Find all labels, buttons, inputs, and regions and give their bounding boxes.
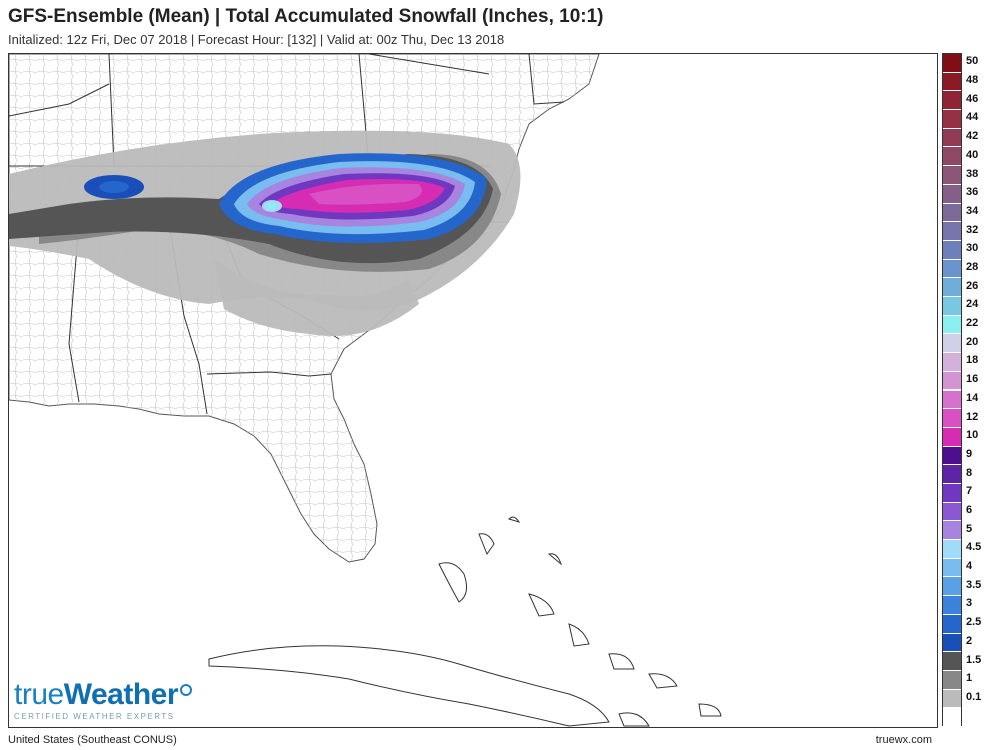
legend-value: 40 (966, 148, 979, 161)
legend-swatch (943, 558, 961, 578)
legend-swatch (943, 54, 961, 73)
legend-swatch (943, 502, 961, 522)
legend-value: 8 (966, 466, 973, 479)
legend-value: 9 (966, 447, 973, 460)
legend-swatch (943, 147, 961, 167)
site-link[interactable]: truewx.com (875, 734, 932, 746)
legend-swatch (943, 353, 961, 372)
legend-swatch (943, 203, 961, 223)
legend-value: 3 (966, 597, 973, 610)
logo-brand: Weather (63, 678, 179, 711)
legend-value: 42 (966, 130, 979, 143)
trueweather-logo: trueWeather CERTIFIED WEATHER EXPERTS (14, 678, 193, 721)
legend-value: 1.5 (966, 653, 982, 666)
legend-value: 38 (966, 167, 979, 180)
legend-value: 6 (966, 504, 973, 516)
legend-value: 18 (966, 354, 979, 367)
legend-swatch (943, 670, 961, 690)
legend-swatch (943, 371, 961, 391)
legend-value: 34 (966, 204, 979, 217)
legend-swatch (943, 278, 961, 298)
snowfall-map[interactable] (8, 53, 938, 728)
legend-swatch (943, 633, 961, 653)
legend-value: 4.5 (966, 541, 982, 554)
legend-swatch (943, 521, 961, 541)
legend-swatch (943, 72, 961, 92)
map-canvas (9, 54, 722, 727)
legend-value: 1 (966, 672, 973, 685)
legend-swatch (943, 708, 961, 727)
legend-swatch (943, 110, 961, 129)
legend-swatch (943, 446, 961, 466)
legend-swatch (943, 259, 961, 279)
legend-swatch (943, 427, 961, 447)
legend-value: 0.1 (966, 690, 982, 703)
legend-value: 28 (966, 260, 979, 273)
legend-swatch (943, 540, 961, 559)
legend-value: 26 (966, 279, 979, 292)
region-label: United States (Southeast CONUS) (8, 734, 177, 746)
legend-value: 10 (966, 429, 979, 442)
legend-value: 46 (966, 92, 979, 105)
legend-swatch (943, 222, 961, 241)
legend-swatch (943, 614, 961, 634)
map-title: GFS-Ensemble (Mean) | Total Accumulated … (8, 6, 604, 27)
legend-value: 7 (966, 485, 973, 498)
legend-value: 30 (966, 242, 979, 255)
legend-value: 3.5 (966, 578, 982, 591)
legend-value: 14 (966, 391, 979, 404)
legend-value: 5 (966, 522, 973, 535)
legend-value: 2.5 (966, 616, 982, 629)
legend-value: 32 (966, 223, 979, 236)
map-subtitle: Initalized: 12z Fri, Dec 07 2018 | Forec… (8, 32, 505, 47)
legend-swatch (943, 483, 961, 503)
legend-swatch (943, 596, 961, 615)
logo-prefix: true (14, 678, 64, 711)
legend-value: 16 (966, 373, 979, 386)
legend-swatch (943, 652, 961, 671)
legend-value: 50 (966, 55, 979, 68)
legend-value: 4 (966, 560, 973, 573)
legend-swatch (943, 297, 961, 316)
legend-swatch (943, 315, 961, 335)
snowfall-legend-bar (942, 53, 962, 727)
legend-swatch (943, 390, 961, 410)
legend-value: 12 (966, 410, 979, 423)
legend-swatch (943, 465, 961, 484)
legend-swatch (943, 334, 961, 354)
legend-swatch (943, 577, 961, 597)
snowfall-shading (9, 130, 521, 336)
legend-value: 24 (966, 298, 979, 311)
legend-swatch (943, 91, 961, 111)
legend-swatch (943, 689, 961, 709)
legend-value: 44 (966, 111, 979, 124)
logo-tagline: CERTIFIED WEATHER EXPERTS (14, 712, 175, 721)
caribbean-islands (208, 516, 722, 727)
legend-swatch (943, 184, 961, 204)
legend-swatch (943, 128, 961, 148)
legend-swatch (943, 166, 961, 185)
legend-value: 2 (966, 634, 973, 647)
legend-swatch (943, 240, 961, 260)
legend-swatch (943, 409, 961, 428)
legend-value: 20 (966, 335, 979, 348)
logo-circle-icon (180, 684, 193, 696)
legend-value: 48 (966, 74, 979, 87)
legend-value: 36 (966, 186, 979, 199)
legend-value: 22 (966, 317, 979, 330)
